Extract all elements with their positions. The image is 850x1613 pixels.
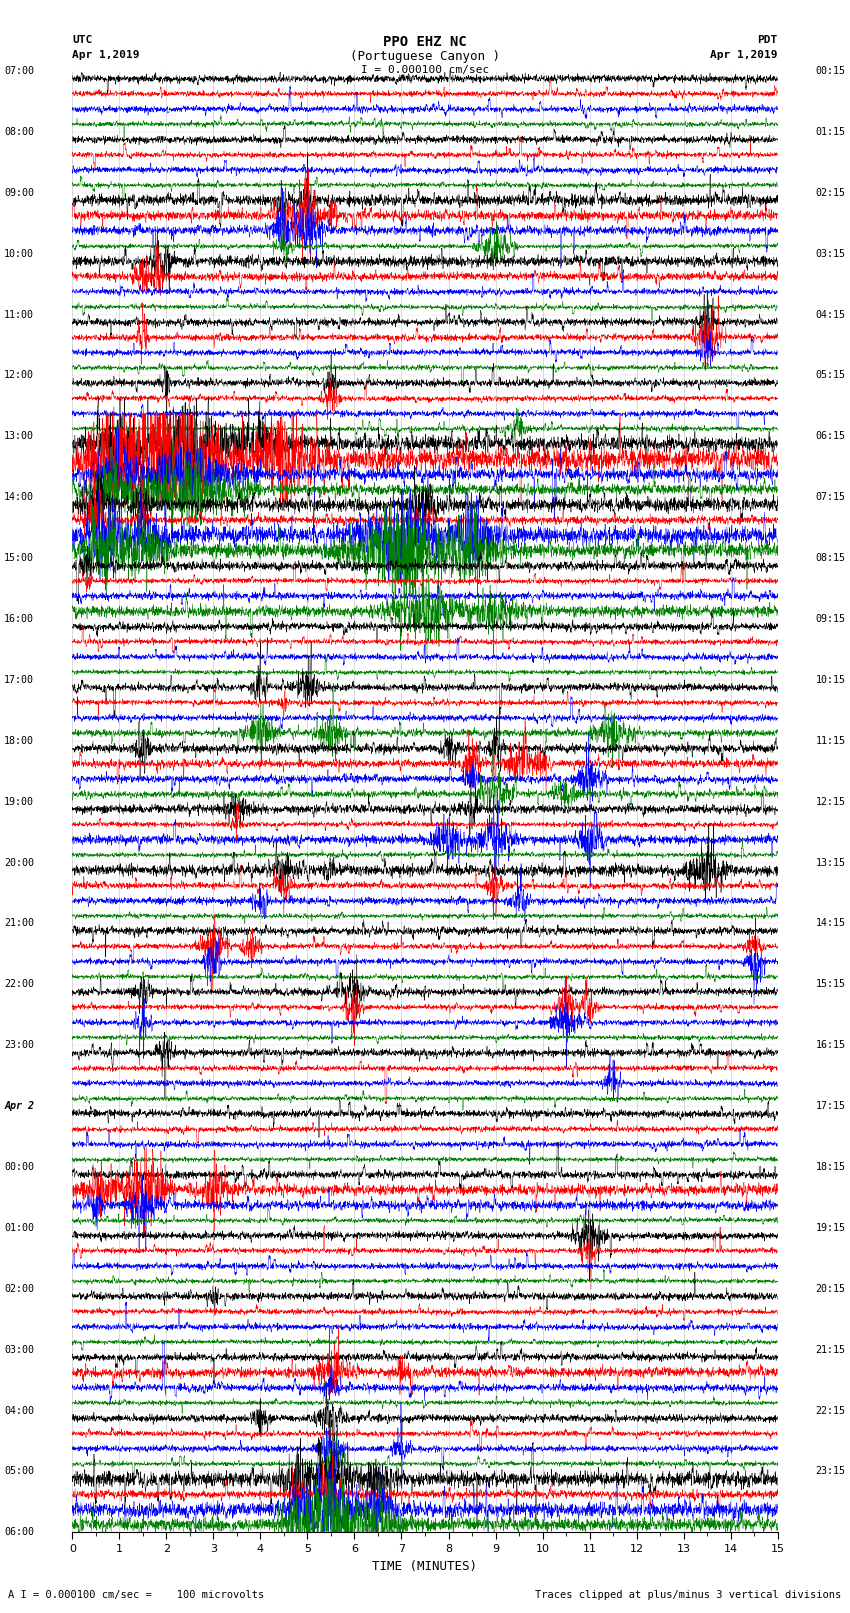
Text: 05:00: 05:00	[4, 1466, 34, 1476]
Text: 06:00: 06:00	[4, 1528, 34, 1537]
Text: 23:00: 23:00	[4, 1040, 34, 1050]
Text: 11:15: 11:15	[816, 736, 846, 745]
Text: 06:15: 06:15	[816, 431, 846, 442]
Text: 05:15: 05:15	[816, 371, 846, 381]
Text: 17:15: 17:15	[816, 1102, 846, 1111]
Text: UTC: UTC	[72, 35, 93, 45]
Text: 20:00: 20:00	[4, 858, 34, 868]
Text: 13:00: 13:00	[4, 431, 34, 442]
Text: Apr 1,2019: Apr 1,2019	[72, 50, 139, 60]
Text: 22:15: 22:15	[816, 1405, 846, 1416]
Text: 02:15: 02:15	[816, 187, 846, 198]
Text: 08:15: 08:15	[816, 553, 846, 563]
Text: 01:00: 01:00	[4, 1223, 34, 1232]
Text: 16:00: 16:00	[4, 615, 34, 624]
Text: 20:15: 20:15	[816, 1284, 846, 1294]
Text: 12:15: 12:15	[816, 797, 846, 806]
Text: 15:00: 15:00	[4, 553, 34, 563]
Text: 12:00: 12:00	[4, 371, 34, 381]
Text: 04:15: 04:15	[816, 310, 846, 319]
Text: 14:00: 14:00	[4, 492, 34, 502]
Text: 00:15: 00:15	[816, 66, 846, 76]
Text: 15:15: 15:15	[816, 979, 846, 989]
Text: 18:00: 18:00	[4, 736, 34, 745]
Text: 10:00: 10:00	[4, 248, 34, 258]
Text: 08:00: 08:00	[4, 127, 34, 137]
Text: PPO EHZ NC: PPO EHZ NC	[383, 35, 467, 50]
Text: PDT: PDT	[757, 35, 778, 45]
Text: 01:15: 01:15	[816, 127, 846, 137]
Text: 21:00: 21:00	[4, 918, 34, 929]
Text: 09:00: 09:00	[4, 187, 34, 198]
Text: 14:15: 14:15	[816, 918, 846, 929]
Text: 22:00: 22:00	[4, 979, 34, 989]
Text: 07:15: 07:15	[816, 492, 846, 502]
Text: 02:00: 02:00	[4, 1284, 34, 1294]
Text: 03:15: 03:15	[816, 248, 846, 258]
Text: Apr 1,2019: Apr 1,2019	[711, 50, 778, 60]
Text: I = 0.000100 cm/sec: I = 0.000100 cm/sec	[361, 65, 489, 74]
X-axis label: TIME (MINUTES): TIME (MINUTES)	[372, 1560, 478, 1573]
Text: 07:00: 07:00	[4, 66, 34, 76]
Text: 18:15: 18:15	[816, 1161, 846, 1173]
Text: 16:15: 16:15	[816, 1040, 846, 1050]
Text: 21:15: 21:15	[816, 1345, 846, 1355]
Text: 17:00: 17:00	[4, 674, 34, 686]
Text: 13:15: 13:15	[816, 858, 846, 868]
Text: 04:00: 04:00	[4, 1405, 34, 1416]
Text: A I = 0.000100 cm/sec =    100 microvolts: A I = 0.000100 cm/sec = 100 microvolts	[8, 1590, 264, 1600]
Text: Traces clipped at plus/minus 3 vertical divisions: Traces clipped at plus/minus 3 vertical …	[536, 1590, 842, 1600]
Text: 03:00: 03:00	[4, 1345, 34, 1355]
Text: 11:00: 11:00	[4, 310, 34, 319]
Text: 10:15: 10:15	[816, 674, 846, 686]
Text: (Portuguese Canyon ): (Portuguese Canyon )	[350, 50, 500, 63]
Text: 19:00: 19:00	[4, 797, 34, 806]
Text: 09:15: 09:15	[816, 615, 846, 624]
Text: 00:00: 00:00	[4, 1161, 34, 1173]
Text: 19:15: 19:15	[816, 1223, 846, 1232]
Text: 23:15: 23:15	[816, 1466, 846, 1476]
Text: Apr 2: Apr 2	[4, 1102, 34, 1111]
